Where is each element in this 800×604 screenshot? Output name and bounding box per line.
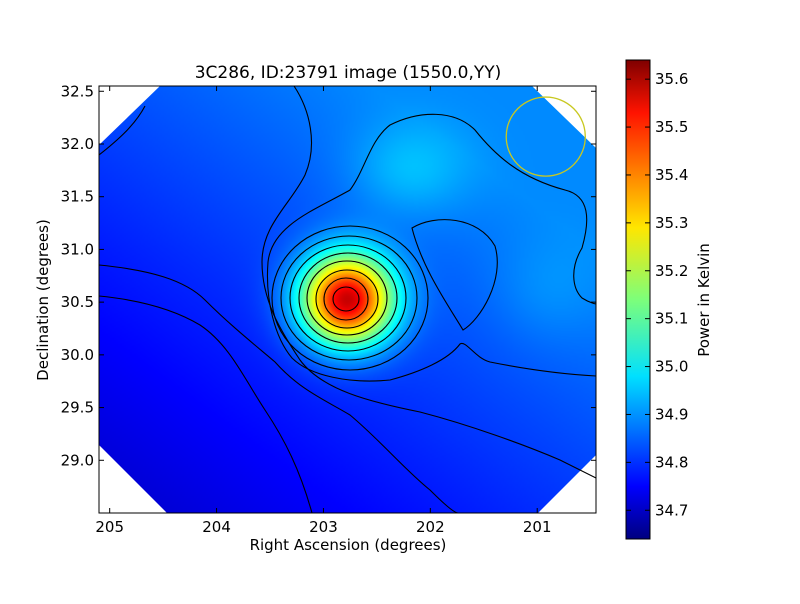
x-tick-label: 205 (95, 518, 124, 536)
contour-ring (306, 260, 388, 336)
coverage-mask (99, 86, 596, 513)
colorbar-tick-label: 35.0 (655, 358, 688, 376)
colorbar-tick-label: 34.7 (655, 501, 688, 519)
contour-ring (271, 225, 429, 371)
contour-line (99, 105, 146, 156)
plot-frame (98, 85, 597, 514)
x-axis: 205 204 203 202 201 (95, 86, 552, 536)
x-tick-label: 203 (309, 518, 338, 536)
x-tick-label: 202 (416, 518, 445, 536)
colorbar-tick-label: 34.8 (655, 453, 688, 471)
contour-line (99, 295, 313, 513)
colorbar (625, 59, 651, 540)
y-tick-label: 29.0 (61, 451, 94, 469)
contour-ring (280, 235, 418, 361)
y-axis: 29.0 29.5 30.0 30.5 31.0 31.5 32.0 32.5 (61, 82, 596, 469)
contour-ring (332, 286, 360, 312)
contour-line (99, 264, 459, 513)
contour-ring (315, 269, 379, 329)
colorbar-tick-label: 34.9 (655, 405, 688, 423)
colorbar-tick-label: 35.2 (655, 262, 688, 280)
contour-line (261, 86, 596, 479)
colorbar-axis: 34.7 34.8 34.9 35.0 35.1 35.2 35.3 35.4 35.5 35.6 (626, 70, 688, 519)
contour-line (266, 113, 596, 382)
x-tick-label: 201 (523, 518, 552, 536)
colorbar-tick-label: 35.3 (655, 214, 688, 232)
colorbar-tick-label: 35.4 (655, 166, 688, 184)
y-tick-label: 32.0 (61, 135, 94, 153)
y-axis-label: Declination (degrees) (34, 219, 52, 381)
colorbar-tick-label: 35.6 (655, 70, 688, 88)
colorbar-tick-label: 35.5 (655, 118, 688, 136)
heatmap-image (99, 86, 596, 513)
x-tick-label: 204 (202, 518, 231, 536)
y-tick-label: 30.0 (61, 346, 94, 364)
colorbar-label: Power in Kelvin (695, 243, 713, 357)
contour-line (411, 219, 498, 331)
y-tick-label: 31.5 (61, 188, 94, 206)
y-tick-label: 29.5 (61, 399, 94, 417)
colorbar-tick-label: 35.1 (655, 310, 688, 328)
y-tick-label: 32.5 (61, 82, 94, 100)
y-tick-label: 31.0 (61, 240, 94, 258)
y-tick-label: 30.5 (61, 293, 94, 311)
contour-ring (323, 277, 369, 321)
contour-ring (298, 252, 398, 344)
beam-circle (505, 96, 586, 177)
contour-ring (289, 244, 407, 352)
x-axis-label: Right Ascension (degrees) (250, 536, 447, 554)
contour-lines (99, 86, 596, 513)
chart-title: 3C286, ID:23791 image (1550.0,YY) (195, 63, 502, 83)
